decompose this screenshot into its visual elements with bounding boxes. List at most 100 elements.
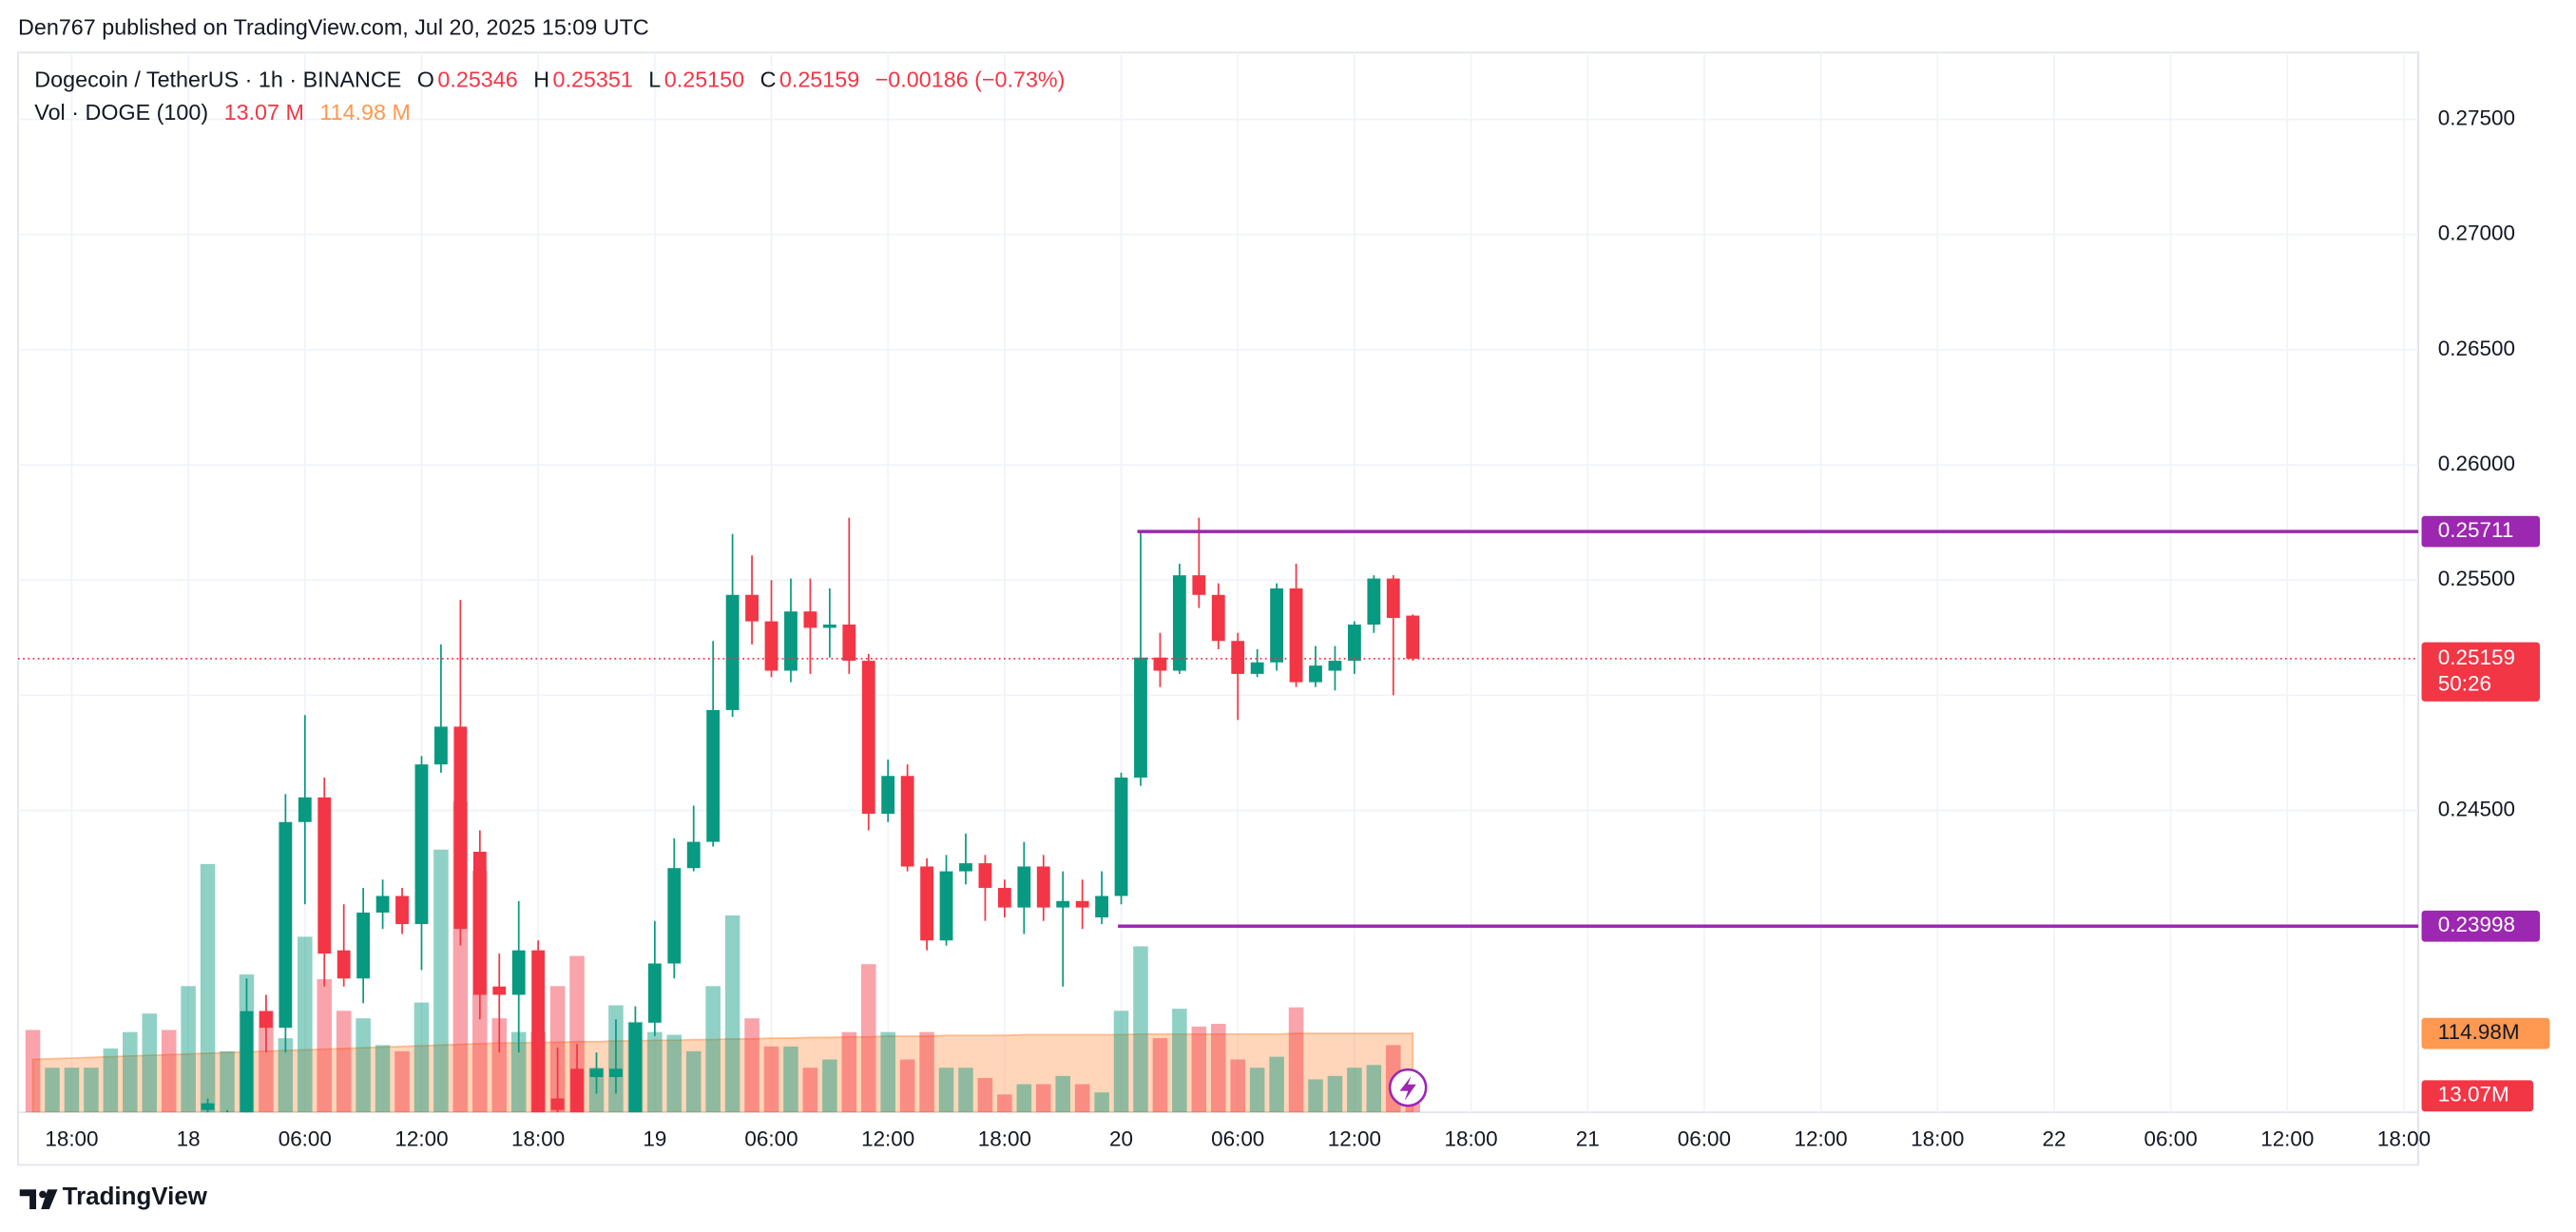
symbol[interactable]: Dogecoin / TetherUS · 1h · BINANCE [34, 67, 402, 92]
candle-body [1114, 777, 1128, 896]
candle-body [395, 895, 409, 925]
x-tick-label: 18:00 [1911, 1126, 1964, 1150]
volume-bar [142, 1013, 158, 1113]
volume-bar [841, 1031, 857, 1113]
candle-body [531, 950, 546, 1113]
candle-body [1017, 866, 1031, 908]
x-tick-label: 18:00 [2377, 1126, 2431, 1150]
volume-name[interactable]: Vol · DOGE (100) [34, 100, 209, 125]
candle-body [1056, 900, 1070, 908]
volume-bar [822, 1059, 837, 1113]
ohlc-key: H [533, 67, 550, 92]
candle-body [1134, 657, 1147, 778]
volume-bar [938, 1068, 954, 1113]
footer-brand: TradingView [62, 1183, 207, 1211]
ohlc-value: 0.25346 [437, 67, 518, 92]
candle-body [492, 986, 507, 995]
volume-ma-value: 114.98 M [319, 100, 411, 125]
y-tick-label: 0.26000 [2438, 452, 2515, 475]
ohlc-value: 0.25159 [779, 67, 860, 92]
ohlc-key: L [648, 67, 662, 92]
price-tag [2421, 910, 2540, 942]
price-legend: Dogecoin / TetherUS · 1h · BINANCE O 0.25… [34, 67, 1068, 92]
volume-value: 13.07 M [223, 100, 304, 125]
candle-body [939, 871, 953, 941]
volume-bar [1113, 1011, 1129, 1113]
candle-body [647, 963, 662, 1023]
axes: 0.245000.250000.255000.260000.265000.270… [45, 106, 2550, 1150]
volume-bar [336, 1011, 352, 1113]
x-tick-label: 18:00 [511, 1126, 565, 1150]
candle-body [667, 868, 682, 964]
volume-bar [1133, 946, 1148, 1113]
candle-body [706, 709, 721, 842]
volume-bar [1074, 1084, 1090, 1113]
volume-bar [1016, 1084, 1032, 1113]
x-tick-label: 12:00 [1794, 1126, 1847, 1150]
candle-body [881, 776, 895, 814]
volume-bar [1288, 1007, 1304, 1113]
volume-bar [1191, 1026, 1207, 1113]
candle-body [201, 1103, 215, 1110]
x-tick-label: 21 [1576, 1126, 1600, 1150]
current-price-label: 0.25159 [2438, 645, 2515, 669]
volume-bar [1230, 1059, 1245, 1113]
candle-body [317, 797, 332, 954]
ohlc-value: 0.25150 [663, 67, 745, 92]
candle-body [1406, 615, 1420, 659]
candle-body [997, 888, 1011, 908]
volume-bar [899, 1059, 915, 1113]
x-tick-label: 06:00 [2144, 1126, 2198, 1150]
volume-bar [860, 964, 876, 1113]
candle-body [336, 950, 351, 979]
candle-body [85, 1175, 98, 1180]
candle-body [1231, 641, 1245, 674]
volume-bar [181, 986, 196, 1113]
y-tick-label: 0.26500 [2438, 337, 2515, 360]
countdown-label: 50:26 [2438, 671, 2491, 695]
volume-bar [685, 1050, 702, 1113]
candle-body [356, 912, 371, 979]
volume-bar [958, 1068, 973, 1113]
volume-bar [1366, 1065, 1382, 1113]
candle-body [472, 851, 487, 995]
candle-body [550, 1098, 565, 1110]
volume-bar [997, 1094, 1012, 1113]
candle-body [1367, 578, 1381, 626]
volume-bar [375, 1045, 391, 1113]
x-tick-label: 20 [1109, 1126, 1133, 1150]
volume-bar [1347, 1068, 1362, 1113]
candle-body [920, 866, 933, 941]
volume-bar [298, 936, 313, 1113]
volume-bar [1055, 1075, 1070, 1113]
price-tag-label: 0.23998 [2438, 913, 2515, 936]
volume-bar [1249, 1068, 1265, 1113]
x-tick-label: 06:00 [1211, 1126, 1264, 1150]
volume-bar [413, 1002, 430, 1113]
volume-bar [783, 1046, 798, 1113]
volume-bar [510, 1031, 527, 1113]
volume-bar [1152, 1038, 1168, 1113]
volume-bar [394, 1050, 410, 1113]
volume-bar [1035, 1084, 1051, 1113]
candle-body [822, 625, 836, 628]
x-tick-label: 19 [643, 1126, 666, 1150]
y-tick-label: 0.27000 [2438, 221, 2515, 245]
candle-body [1347, 625, 1361, 662]
candle-body [1270, 587, 1284, 663]
candle-body [900, 776, 914, 867]
candle-body [861, 661, 875, 814]
replay-icon[interactable] [1388, 1068, 1428, 1107]
volume-bar [278, 1038, 294, 1113]
candle-body [1153, 657, 1167, 671]
volume-bar [1405, 1103, 1421, 1113]
candle-body [1211, 594, 1225, 642]
candle-body [1172, 575, 1186, 671]
y-tick-label: 0.27500 [2438, 106, 2515, 130]
volume-ma-tag [2421, 1017, 2550, 1049]
volume-bar [919, 1031, 934, 1113]
change: −0.00186 (−0.73%) [875, 67, 1066, 92]
x-tick-label: 06:00 [744, 1126, 798, 1150]
